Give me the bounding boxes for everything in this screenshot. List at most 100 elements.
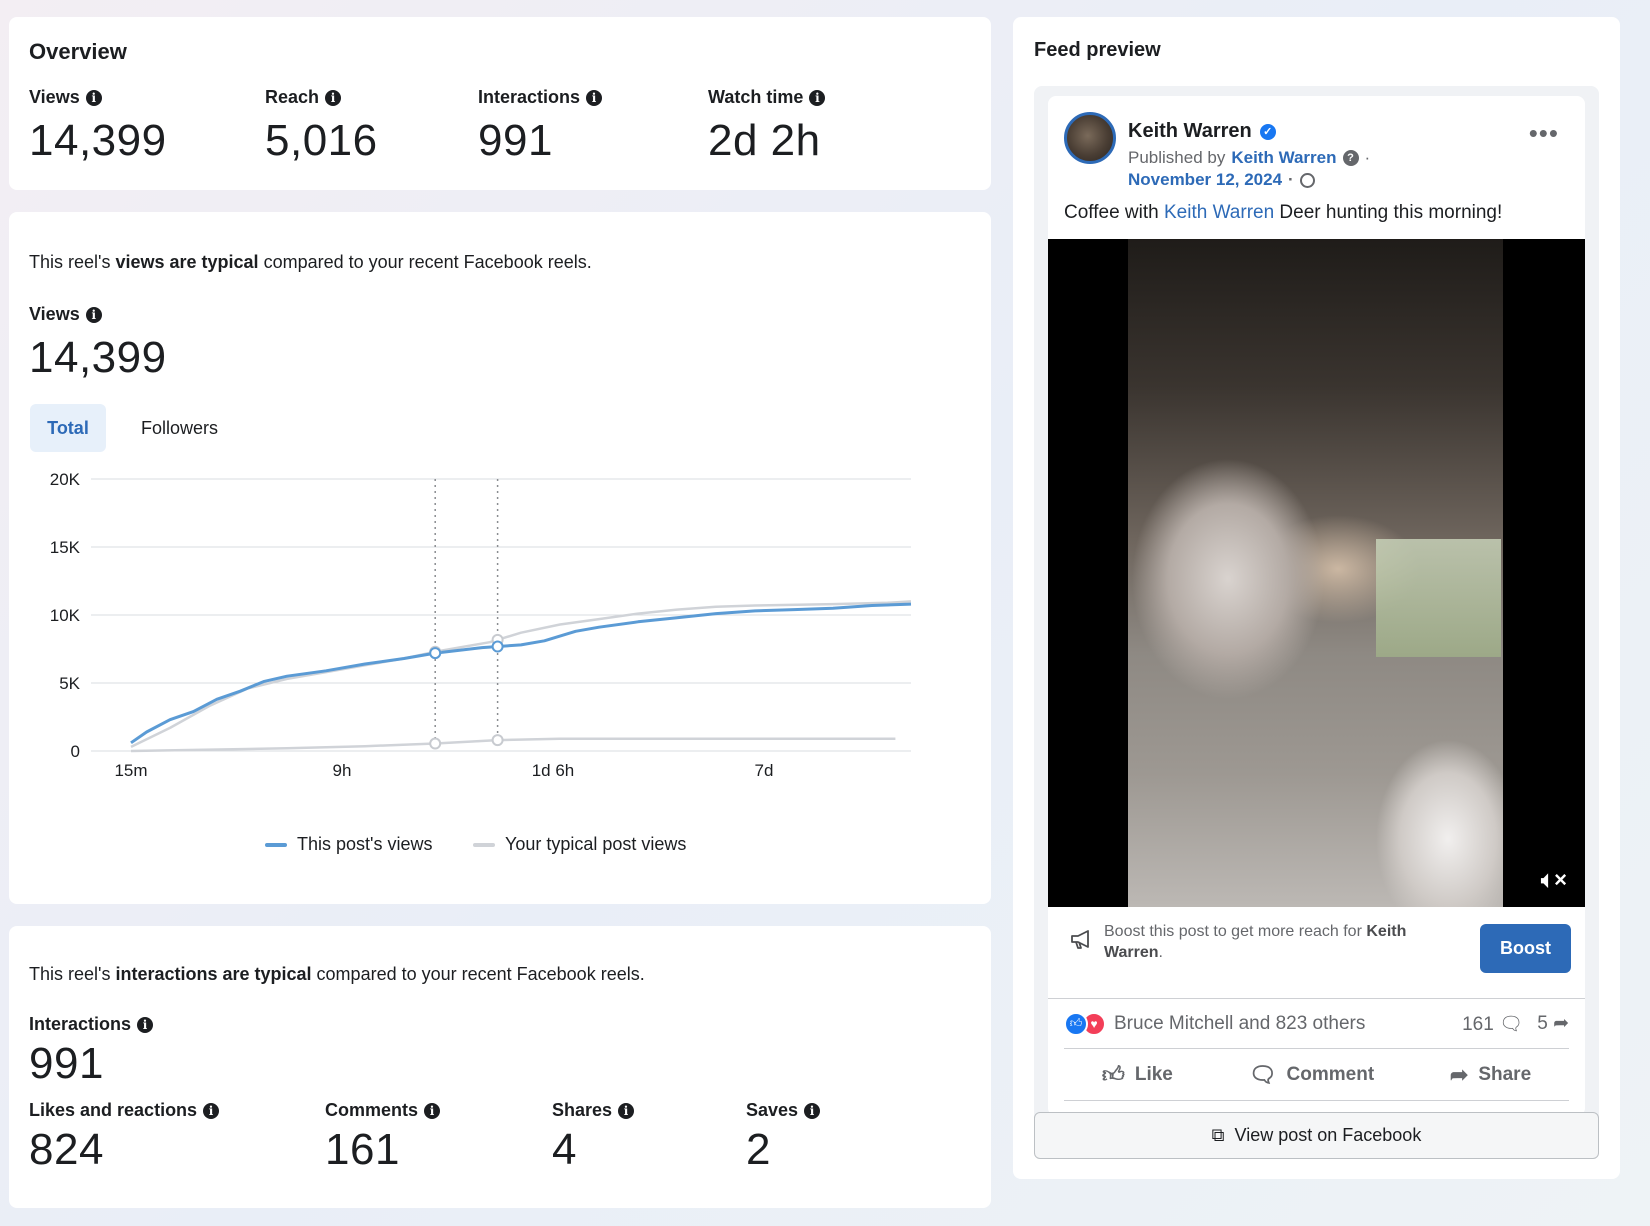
engagement-counts: 161 🗨︎ 5 ➦ — [1462, 1012, 1569, 1036]
question-icon[interactable]: ? — [1342, 150, 1359, 166]
author-name[interactable]: Keith Warren — [1128, 120, 1252, 142]
views-metric: Views i 14,399 — [29, 304, 167, 383]
publisher-link[interactable]: Keith Warren — [1231, 148, 1337, 167]
verified-icon: ✓ — [1259, 123, 1276, 140]
separator-dot: · — [1364, 148, 1371, 167]
summary-bold: interactions are typical — [115, 964, 312, 984]
post-date-row: November 12, 2024 · — [1128, 170, 1315, 190]
avatar[interactable] — [1064, 112, 1116, 164]
boost-text-part: Boost this post to get more reach for — [1104, 923, 1367, 940]
post-actions: 👍︎ Like 🗨︎ Comment ➦ Share — [1064, 1049, 1569, 1101]
x-tick-label: 7d — [755, 761, 774, 780]
metric-label: Shares — [552, 1100, 613, 1120]
view-post-label: View post on Facebook — [1234, 1125, 1422, 1145]
post-caption: Coffee with Keith Warren Deer hunting th… — [1064, 202, 1502, 224]
boost-text-bold: Keith Warren — [1104, 923, 1407, 961]
info-icon[interactable]: i — [586, 89, 603, 106]
comments-count[interactable]: 161 🗨︎ — [1462, 1012, 1523, 1036]
views-chart: 20K 15K 10K 5K 0 15m 9h 1d 6h 7d — [50, 470, 912, 780]
shares-count[interactable]: 5 ➦ — [1537, 1012, 1569, 1035]
boost-button[interactable]: Boost — [1480, 924, 1571, 973]
metric-label: Views — [29, 87, 80, 107]
info-icon[interactable]: i — [85, 89, 102, 106]
thumbs-up-icon: 👍︎ — [1101, 1062, 1125, 1087]
legend-item-typical[interactable]: Your typical post views — [473, 834, 686, 855]
post-published-by: Published by Keith Warren ? · — [1128, 148, 1370, 168]
comment-button[interactable]: 🗨︎ Comment — [1249, 1062, 1375, 1088]
metric-label: Views — [29, 304, 80, 324]
metric-label: Interactions — [478, 87, 581, 107]
metric-value: 991 — [478, 116, 553, 165]
legend-label: This post's views — [297, 834, 433, 854]
shares-count-value: 5 — [1537, 1013, 1548, 1034]
series-line-1 — [130, 600, 912, 749]
series-point[interactable] — [429, 737, 442, 750]
external-link-icon: ⧉ — [1211, 1125, 1225, 1145]
y-tick-label: 5K — [59, 674, 80, 693]
metric-value: 2d 2h — [708, 116, 821, 165]
metric-value: 14,399 — [29, 116, 167, 165]
metric-comments: Comments i 161 — [325, 1100, 441, 1175]
metric-value: 14,399 — [29, 333, 167, 382]
tab-followers[interactable]: Followers — [141, 417, 219, 438]
info-icon[interactable]: i — [203, 1102, 220, 1119]
info-icon[interactable]: i — [325, 89, 342, 106]
summary-text: compared to your recent Facebook reels. — [258, 252, 592, 272]
metric-value: 2 — [746, 1125, 771, 1174]
summary-text: This reel's — [29, 964, 116, 984]
metric-value: 5,016 — [265, 116, 378, 165]
post: Keith Warren ✓ Published by Keith Warren… — [1048, 96, 1585, 1116]
overview-title: Overview — [29, 39, 127, 64]
post-author[interactable]: Keith Warren ✓ — [1128, 120, 1276, 143]
info-icon[interactable]: i — [618, 1102, 635, 1119]
summary-text: compared to your recent Facebook reels. — [311, 964, 645, 984]
metric-watch-time: Watch time i 2d 2h — [708, 87, 826, 166]
info-icon[interactable]: i — [85, 306, 102, 323]
reactions-row: 👍︎ ♥ Bruce Mitchell and 823 others 161 🗨… — [1064, 999, 1569, 1049]
like-button[interactable]: 👍︎ Like — [1102, 1061, 1173, 1088]
metric-interactions: Interactions i 991 — [478, 87, 603, 166]
metric-label: Interactions — [29, 1014, 132, 1034]
more-options-icon[interactable]: ••• — [1528, 118, 1559, 148]
metric-value: 161 — [325, 1125, 400, 1174]
caption-text: Deer hunting this morning! — [1274, 202, 1503, 223]
feed-preview-title: Feed preview — [1034, 39, 1161, 61]
view-post-button[interactable]: ⧉ View post on Facebook — [1034, 1112, 1599, 1159]
share-button[interactable]: ➦ Share — [1450, 1062, 1531, 1088]
summary-text: This reel's — [29, 252, 116, 272]
metric-label: Watch time — [708, 87, 804, 107]
post-date[interactable]: November 12, 2024 — [1128, 170, 1283, 189]
metric-value: 4 — [552, 1125, 577, 1174]
comments-count-value: 161 — [1462, 1013, 1494, 1035]
overview-card: Overview Views i 14,399 Reach i 5,016 Inte… — [9, 17, 991, 190]
reactions-summary[interactable]: Bruce Mitchell and 823 others — [1114, 1012, 1366, 1034]
metric-value: 991 — [29, 1039, 104, 1088]
muted-speaker-icon[interactable]: 🔈︎× — [1540, 867, 1567, 892]
tab-total[interactable]: Total — [30, 404, 106, 452]
y-tick-label: 15K — [50, 538, 81, 557]
interactions-summary: This reel's interactions are typical com… — [29, 964, 645, 985]
metric-saves: Saves i 2 — [746, 1100, 821, 1175]
legend-item-post[interactable]: This post's views — [265, 834, 432, 855]
legend-swatch — [265, 842, 287, 847]
video-frame — [1128, 239, 1503, 907]
info-icon[interactable]: i — [809, 89, 826, 106]
info-icon[interactable]: i — [137, 1016, 154, 1033]
caption-mention-link[interactable]: Keith Warren — [1163, 202, 1275, 223]
series-point[interactable] — [491, 734, 504, 747]
series-point[interactable] — [429, 647, 442, 660]
interactions-card: This reel's interactions are typical com… — [9, 926, 991, 1208]
post-container: Keith Warren ✓ Published by Keith Warren… — [1034, 86, 1599, 1126]
info-icon[interactable]: i — [804, 1102, 821, 1119]
caption-text: Coffee with — [1064, 202, 1164, 223]
y-tick-label: 10K — [50, 606, 81, 625]
action-label: Like — [1134, 1063, 1173, 1085]
boost-bar: Boost this post to get more reach for Ke… — [1048, 907, 1585, 999]
boost-text: Boost this post to get more reach for Ke… — [1104, 921, 1444, 963]
like-reaction-icon: 👍︎ — [1064, 1011, 1088, 1036]
action-label: Share — [1478, 1063, 1532, 1085]
info-icon[interactable]: i — [424, 1102, 441, 1119]
reel-video[interactable]: 🔈︎× — [1048, 239, 1585, 907]
series-point[interactable] — [491, 640, 504, 653]
metric-likes: Likes and reactions i 824 — [29, 1100, 220, 1175]
